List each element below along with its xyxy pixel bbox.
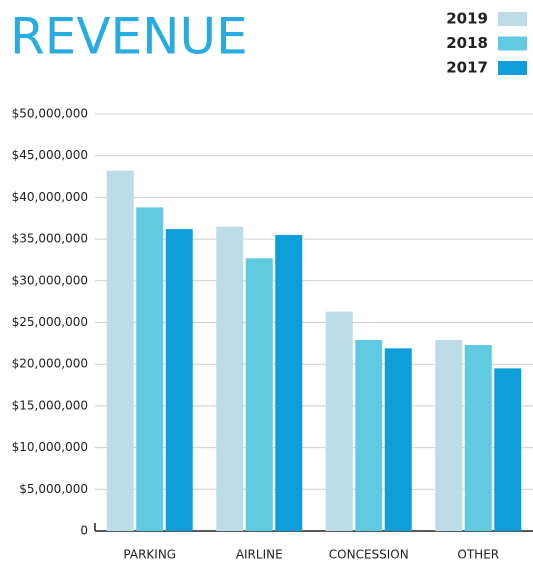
legend-swatch [498, 36, 527, 51]
y-tick-label: $40,000,000 [12, 190, 88, 204]
x-tick-label: PARKING [123, 548, 176, 562]
legend-label: 2017 [446, 59, 488, 77]
bar [494, 368, 522, 531]
y-tick-label: $15,000,000 [12, 398, 88, 412]
y-tick-label: $25,000,000 [12, 315, 88, 329]
y-tick-label: 0 [80, 524, 88, 538]
x-tick-label: AIRLINE [236, 548, 283, 562]
legend-swatch [498, 61, 527, 75]
y-tick-label: $45,000,000 [12, 148, 88, 162]
bar [355, 340, 383, 531]
y-tick-label: $30,000,000 [12, 273, 88, 287]
bar [106, 170, 134, 531]
y-tick-label: $50,000,000 [12, 107, 88, 121]
legend-label: 2019 [446, 10, 488, 28]
legend-label: 2018 [446, 34, 488, 52]
y-tick-label: $35,000,000 [12, 232, 88, 246]
bar [384, 348, 412, 531]
y-tick-label: $5,000,000 [19, 482, 88, 496]
bar [464, 345, 492, 531]
bar [216, 226, 244, 531]
y-tick-label: $10,000,000 [12, 440, 88, 454]
bar [275, 234, 303, 531]
x-tick-label: CONCESSION [329, 548, 409, 562]
y-tick-label: $20,000,000 [12, 357, 88, 371]
legend-swatch [498, 12, 527, 26]
bar [325, 311, 353, 531]
bar [165, 229, 193, 532]
bar [435, 340, 463, 531]
chart-title: REVENUE [10, 8, 248, 66]
bar [245, 258, 273, 531]
bar [136, 207, 164, 531]
x-tick-label: OTHER [457, 548, 499, 562]
